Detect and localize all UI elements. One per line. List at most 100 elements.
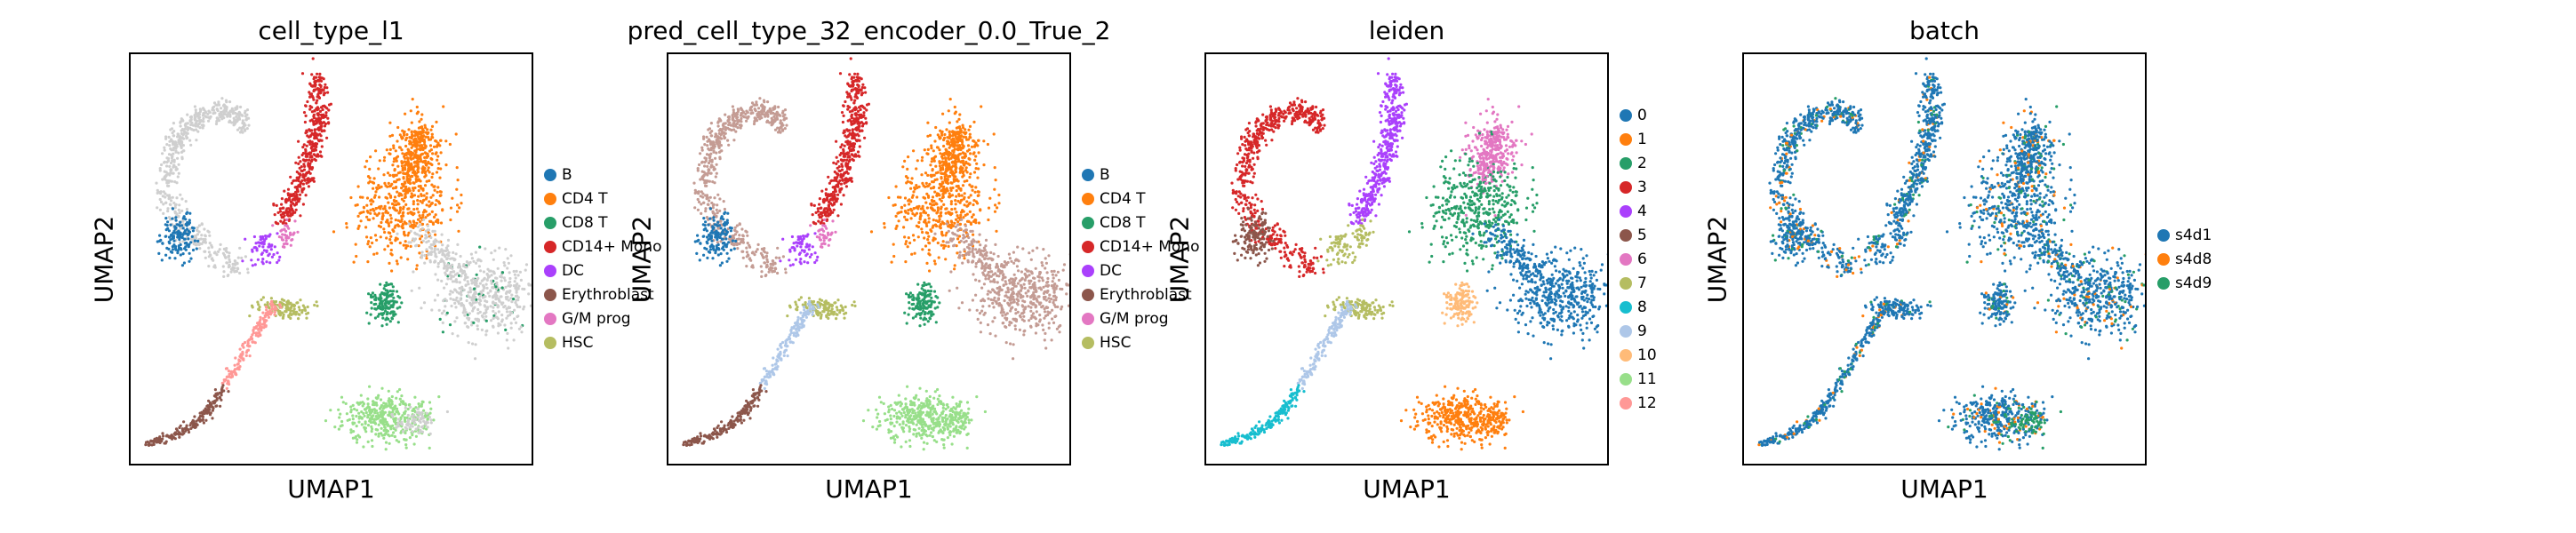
cell-point — [382, 287, 386, 290]
cell-point — [417, 185, 420, 188]
cell-point — [154, 439, 157, 443]
cell-point — [340, 395, 344, 399]
cell-point — [515, 269, 518, 273]
cell-point — [173, 247, 178, 251]
cell-point — [279, 219, 283, 223]
cell-point — [700, 161, 704, 164]
cell-point — [425, 248, 428, 251]
cell-point — [294, 179, 298, 182]
cell-point — [836, 176, 839, 179]
cell-point — [355, 441, 359, 444]
cell-point — [845, 128, 849, 131]
cell-point — [394, 180, 397, 184]
cell-point — [404, 426, 407, 429]
cell-point — [514, 276, 517, 280]
cell-point — [233, 259, 236, 263]
cell-point — [236, 266, 239, 270]
legend-marker — [544, 193, 556, 205]
cell-point — [504, 328, 508, 331]
cell-point — [416, 164, 420, 168]
cell-point — [409, 244, 412, 248]
cell-point — [404, 443, 408, 447]
cell-point — [312, 153, 316, 156]
cell-point — [418, 120, 421, 123]
cell-point — [299, 193, 302, 196]
cell-point — [715, 244, 718, 248]
cell-point — [413, 186, 417, 190]
cell-point — [825, 218, 829, 221]
cell-point — [456, 272, 460, 275]
cell-point — [226, 274, 229, 278]
cell-point — [403, 411, 406, 416]
cell-point — [709, 148, 713, 152]
cell-point — [362, 445, 365, 449]
cell-point — [389, 195, 393, 199]
cell-point — [400, 148, 404, 152]
cell-point — [423, 175, 427, 179]
cell-point — [394, 149, 397, 153]
cell-point — [476, 312, 480, 315]
cell-point — [324, 111, 328, 115]
cell-point — [196, 233, 199, 236]
cell-point — [257, 328, 260, 331]
cell-point — [356, 214, 360, 218]
cell-point — [380, 386, 384, 390]
cell-point — [467, 261, 470, 265]
cell-point — [386, 211, 390, 215]
cell-point — [427, 136, 430, 139]
cell-point — [439, 139, 443, 142]
cell-point — [286, 236, 290, 240]
cell-point — [404, 410, 407, 413]
cell-point — [326, 91, 330, 94]
cell-point — [409, 423, 412, 426]
cell-point — [389, 282, 393, 286]
cell-point — [452, 274, 455, 278]
cell-point — [411, 195, 414, 198]
cell-point — [852, 88, 855, 91]
cell-point — [440, 233, 444, 236]
cell-point — [252, 331, 255, 335]
cell-point — [863, 136, 867, 139]
cell-point — [489, 269, 492, 273]
cell-point — [425, 192, 428, 195]
cell-point — [739, 119, 742, 123]
cell-point — [362, 206, 366, 210]
cell-point — [773, 261, 777, 265]
cell-point — [451, 290, 454, 294]
cell-point — [444, 255, 447, 259]
cell-point — [175, 212, 179, 216]
cell-point — [853, 304, 857, 307]
cell-point — [264, 306, 268, 309]
cell-point — [439, 167, 443, 171]
cell-point — [412, 211, 416, 215]
cell-point — [224, 99, 228, 102]
cell-point — [173, 206, 177, 210]
cell-point — [481, 315, 484, 319]
legend-marker — [544, 241, 556, 253]
cell-point — [523, 287, 526, 291]
cell-point — [395, 426, 398, 429]
cell-point — [741, 256, 745, 259]
cell-point — [189, 426, 193, 430]
cell-point — [390, 269, 394, 273]
cell-point — [701, 235, 705, 238]
cell-point — [158, 169, 162, 172]
cell-point — [445, 249, 449, 252]
cell-point — [496, 317, 500, 321]
cell-point — [171, 248, 175, 251]
cell-point — [416, 218, 420, 221]
cell-point — [385, 322, 388, 326]
cell-point — [412, 188, 415, 192]
cell-point — [706, 256, 709, 259]
cell-point — [858, 88, 861, 91]
cell-point — [699, 178, 702, 181]
cell-point — [220, 387, 224, 391]
cell-point — [188, 243, 191, 246]
cell-point — [840, 111, 844, 115]
cell-point — [843, 158, 846, 162]
cell-point — [217, 100, 220, 104]
cell-point — [741, 115, 745, 118]
cell-point — [276, 260, 279, 265]
cell-point — [816, 210, 820, 213]
cell-point — [308, 158, 311, 162]
